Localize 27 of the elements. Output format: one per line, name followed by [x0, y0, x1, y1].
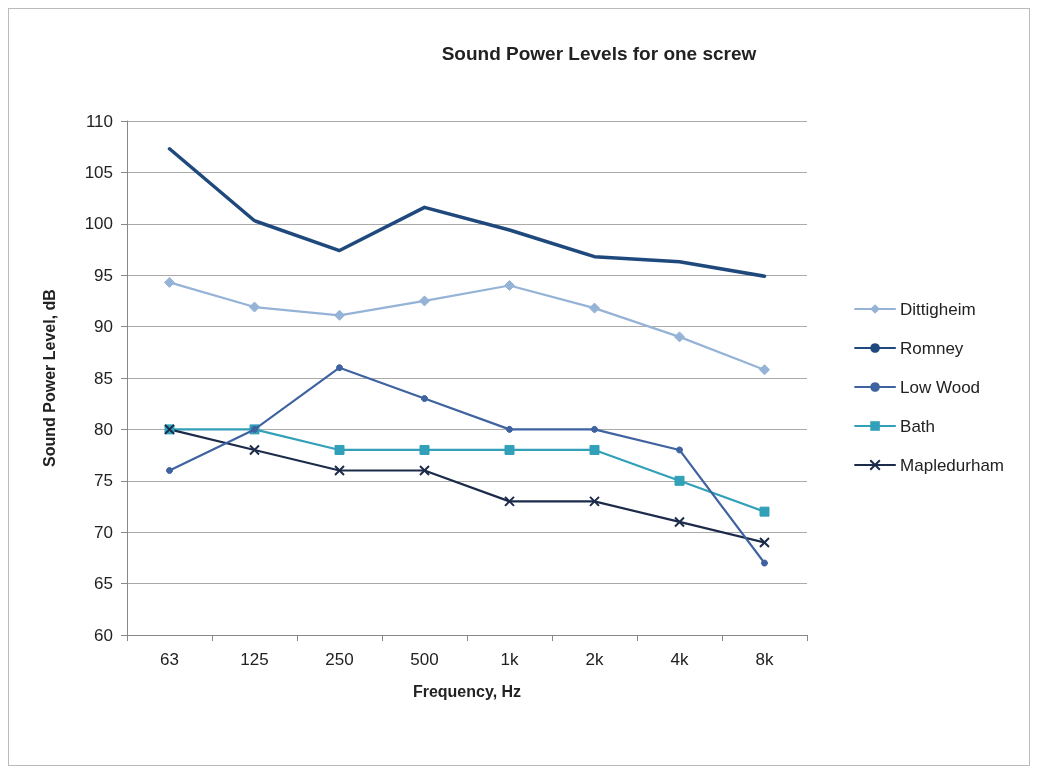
x-tick-label: 250 — [325, 650, 354, 669]
y-tick-label: 110 — [85, 111, 113, 131]
x-tick-label: 125 — [240, 650, 269, 669]
legend-label: Mapledurham — [900, 455, 1005, 475]
y-tick-label: 65 — [94, 574, 113, 594]
y-tick-label: 85 — [94, 368, 113, 388]
x-tick-label: 8k — [755, 650, 774, 669]
x-axis-title: Frequency, Hz — [412, 682, 522, 700]
legend-label: Dittigheim — [900, 299, 976, 319]
y-tick-label: 100 — [84, 214, 113, 234]
y-tick-label: 60 — [94, 625, 113, 645]
y-tick-label: 95 — [94, 265, 113, 285]
legend-label: Bath — [900, 416, 936, 436]
y-tick-label: 90 — [94, 317, 113, 337]
x-tick-label: 1k — [500, 650, 519, 669]
y-axis-title: Sound Power Level, dB — [40, 289, 58, 467]
y-tick-label: 75 — [94, 471, 113, 491]
y-tick-label: 105 — [84, 162, 113, 182]
legend-label: Romney — [900, 338, 964, 358]
x-tick-label: 63 — [160, 650, 179, 669]
y-tick-label: 70 — [94, 522, 113, 542]
x-tick-label: 4k — [670, 650, 689, 669]
legend-label: Low Wood — [900, 377, 981, 397]
y-tick-label: 80 — [94, 419, 113, 439]
chart-title: Sound Power Levels for one screw — [441, 43, 757, 64]
x-tick-label: 500 — [410, 650, 439, 669]
x-tick-label: 2k — [585, 650, 604, 669]
